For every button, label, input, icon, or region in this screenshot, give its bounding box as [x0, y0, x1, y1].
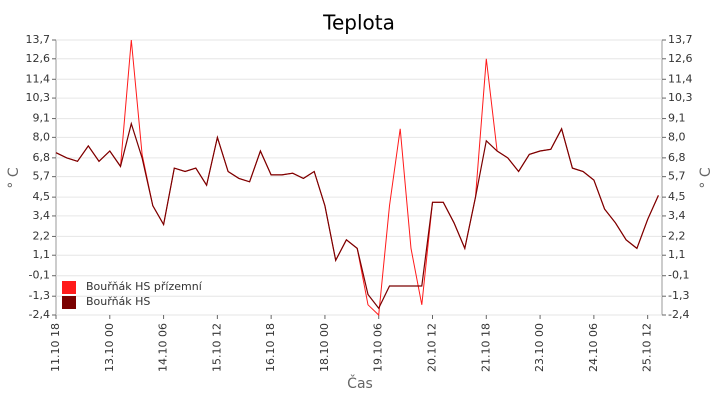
- y2-tick-label: 2,2: [668, 229, 686, 242]
- x-tick-label: 11.10 18: [49, 323, 62, 372]
- y-tick-label: -1,3: [29, 289, 50, 302]
- y2-tick-label: 8,0: [668, 130, 686, 143]
- y2-tick-label: 9,1: [668, 112, 686, 125]
- x-tick-label: 25.10 12: [641, 323, 654, 372]
- y2-tick-label: 12,6: [668, 52, 693, 65]
- y-tick-label: 4,5: [33, 190, 51, 203]
- y-tick-label: 3,4: [33, 209, 51, 222]
- x-tick-label: 13.10 00: [103, 323, 116, 372]
- x-axis-label: Čas: [347, 374, 373, 392]
- y-tick-label: 2,2: [33, 229, 51, 242]
- y2-tick-label: 10,3: [668, 91, 693, 104]
- legend-label: Bouřňák HS přízemní: [86, 280, 203, 293]
- x-tick-label: 23.10 00: [533, 323, 546, 372]
- y-tick-label: 12,6: [26, 52, 51, 65]
- series-line: [55, 121, 659, 310]
- y2-tick-label: -1,3: [668, 289, 689, 302]
- y2-tick-label: 1,1: [668, 248, 686, 261]
- x-tick-label: 18.10 00: [318, 323, 331, 372]
- y-tick-label: -2,4: [29, 308, 50, 321]
- y-tick-label: 9,1: [33, 112, 51, 125]
- x-tick-label: 15.10 12: [210, 323, 223, 372]
- y2-tick-label: 5,7: [668, 170, 686, 183]
- x-tick-label: 21.10 18: [479, 323, 492, 372]
- y-tick-label: 5,7: [33, 170, 51, 183]
- y2-axis-label: ° C: [698, 167, 714, 188]
- chart-title: Teplota: [322, 11, 395, 35]
- legend-label: Bouřňák HS: [86, 295, 150, 308]
- y-tick-label: 11,4: [26, 72, 51, 85]
- y2-tick-label: -2,4: [668, 308, 689, 321]
- y-axis-label: ° C: [6, 167, 22, 188]
- plot-area: [55, 39, 663, 316]
- y-tick-label: 1,1: [33, 248, 51, 261]
- y2-tick-label: 3,4: [668, 209, 686, 222]
- x-tick-label: 20.10 12: [426, 323, 439, 372]
- x-tick-label: 19.10 06: [372, 323, 385, 372]
- legend-swatch: [62, 296, 76, 309]
- y2-tick-label: -0,1: [668, 269, 689, 282]
- x-tick-label: 16.10 18: [264, 323, 277, 372]
- y-tick-label: 6,8: [33, 151, 51, 164]
- y2-tick-label: 6,8: [668, 151, 686, 164]
- y-tick-label: -0,1: [29, 269, 50, 282]
- x-tick-label: 24.10 06: [587, 323, 600, 372]
- y-tick-label: 13,7: [26, 33, 51, 46]
- y2-tick-label: 11,4: [668, 72, 693, 85]
- y2-tick-label: 4,5: [668, 190, 686, 203]
- y-tick-label: 8,0: [33, 130, 51, 143]
- y2-tick-label: 13,7: [668, 33, 693, 46]
- legend-swatch: [62, 281, 76, 294]
- y-tick-label: 10,3: [26, 91, 51, 104]
- x-tick-label: 14.10 06: [157, 323, 170, 372]
